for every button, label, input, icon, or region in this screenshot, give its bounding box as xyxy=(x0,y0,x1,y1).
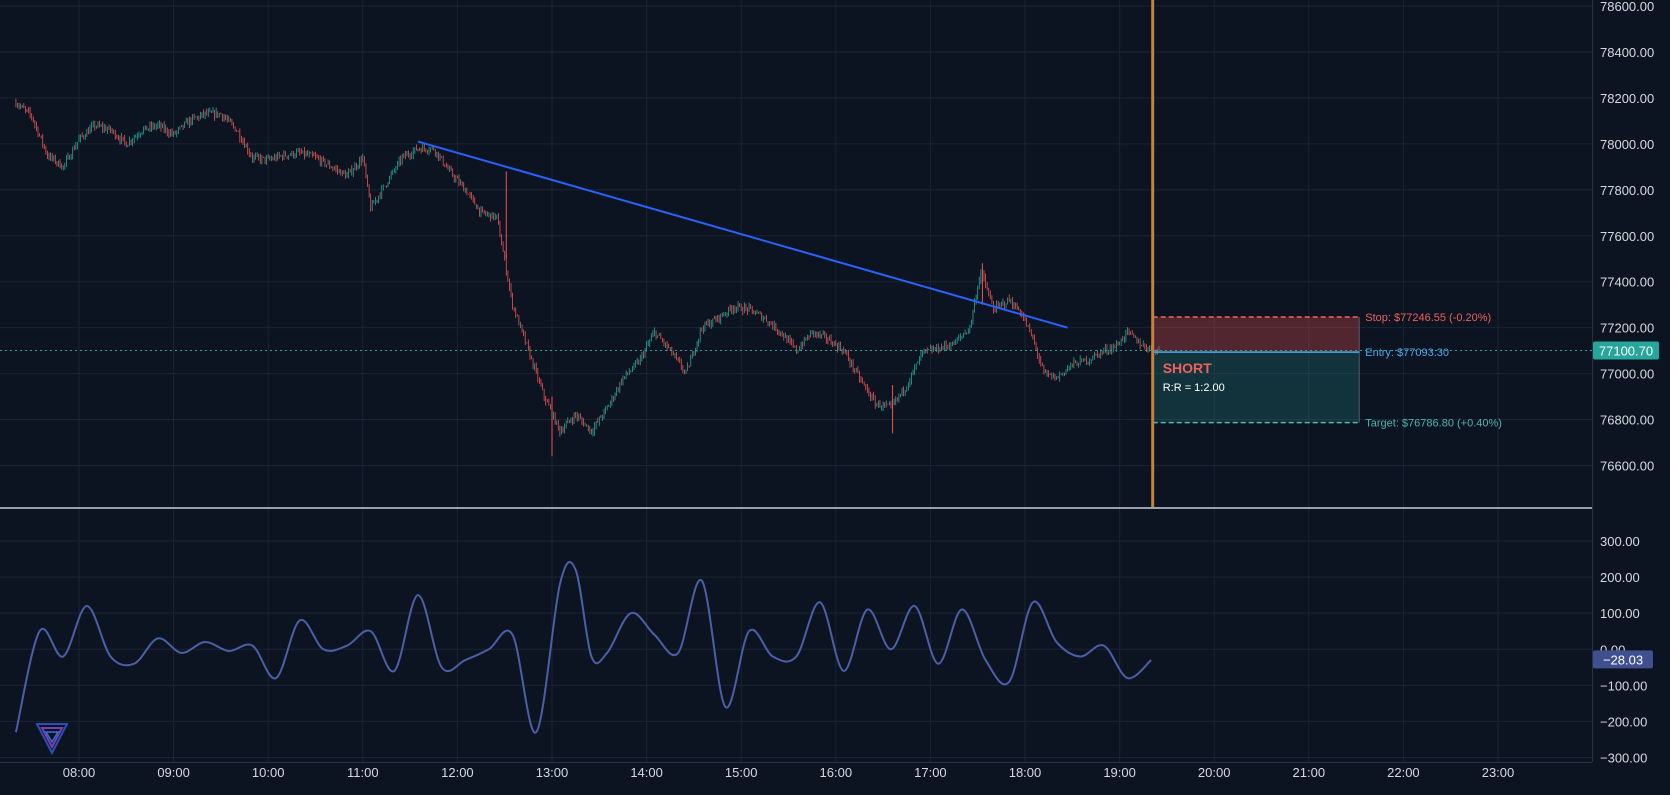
time-tick-label: 17:00 xyxy=(914,765,947,780)
time-axis[interactable]: 08:00 09:00 10:00 11:00 12:00 13:00 14:00 15:00… xyxy=(0,762,1592,781)
target-label: Target: $76786.80 (+0.40%) xyxy=(1365,418,1502,430)
target-reward-zone[interactable] xyxy=(1152,352,1360,423)
time-tick-label: 18:00 xyxy=(1009,765,1042,780)
price-tick-label: 77200.00 xyxy=(1600,321,1654,336)
time-tick-label: 11:00 xyxy=(347,765,379,780)
time-tick-label: 14:00 xyxy=(630,765,663,780)
logo-outer-shape xyxy=(35,723,69,756)
time-tick-label: 20:00 xyxy=(1198,765,1231,780)
price-tick-label: 78600.00 xyxy=(1600,0,1654,14)
price-tick-label: 77400.00 xyxy=(1600,275,1654,290)
oscillator-tick-label: 300.00 xyxy=(1600,534,1640,549)
time-tick-label: 15:00 xyxy=(725,765,758,780)
risk-reward-label: R:R = 1:2.00 xyxy=(1163,382,1225,394)
time-tick-label: 21:00 xyxy=(1293,765,1326,780)
stop-label: Stop: $77246.55 (-0.20%) xyxy=(1365,312,1491,324)
brand-logo-icon[interactable] xyxy=(35,723,69,756)
price-tick-label: 76600.00 xyxy=(1600,459,1654,474)
oscillator-tick-label: 100.00 xyxy=(1600,606,1640,621)
price-tick-label: 77800.00 xyxy=(1600,183,1654,198)
price-tick-label: 77600.00 xyxy=(1600,229,1654,244)
oscillator-tick-label: −100.00 xyxy=(1600,678,1647,693)
candlestick-series xyxy=(15,98,1160,457)
price-axis[interactable]: 78600.00 78400.00 78200.00 78000.00 77800.00… xyxy=(1592,0,1655,762)
oscillator-tick-label: −300.00 xyxy=(1600,751,1647,766)
time-tick-label: 22:00 xyxy=(1387,765,1420,780)
oscillator-badge-bg xyxy=(1593,650,1653,669)
price-tick-label: 78400.00 xyxy=(1600,45,1654,60)
current-price-badge: 77100.70 xyxy=(1593,341,1659,360)
time-tick-label: 10:00 xyxy=(252,765,285,780)
time-tick-label: 19:00 xyxy=(1103,765,1136,780)
oscillator-value-badge: −28.03 xyxy=(1593,650,1653,669)
price-tick-label: 76800.00 xyxy=(1600,413,1654,428)
stop-risk-zone[interactable] xyxy=(1152,316,1360,353)
oscillator-badge-text: −28.03 xyxy=(1603,652,1643,667)
short-position-tool[interactable]: SHORT R:R = 1:2.00 Stop: $77246.55 (-0.2… xyxy=(1152,312,1502,430)
current-price-badge-text: 77100.70 xyxy=(1599,343,1653,358)
chart-grid xyxy=(0,0,1592,762)
oscillator-tick-label: −200.00 xyxy=(1600,714,1647,729)
trendline[interactable] xyxy=(417,140,1068,329)
price-tick-label: 78000.00 xyxy=(1600,137,1654,152)
time-tick-label: 16:00 xyxy=(820,765,853,780)
oscillator-line xyxy=(14,561,1152,734)
time-tick-label: 09:00 xyxy=(157,765,190,780)
time-tick-label: 23:00 xyxy=(1482,765,1515,780)
position-side-label: SHORT xyxy=(1163,360,1212,376)
time-tick-label: 13:00 xyxy=(536,765,569,780)
price-tick-label: 77000.00 xyxy=(1600,367,1654,382)
logo-inner-shape xyxy=(40,727,64,750)
oscillator-tick-label: 200.00 xyxy=(1600,570,1640,585)
current-price-badge-bg xyxy=(1593,341,1659,360)
price-tick-label: 78200.00 xyxy=(1600,91,1654,106)
entry-label: Entry: $77093.30 xyxy=(1365,347,1449,359)
logo-core-shape xyxy=(44,731,60,744)
time-tick-label: 08:00 xyxy=(63,765,96,780)
time-tick-label: 12:00 xyxy=(441,765,474,780)
